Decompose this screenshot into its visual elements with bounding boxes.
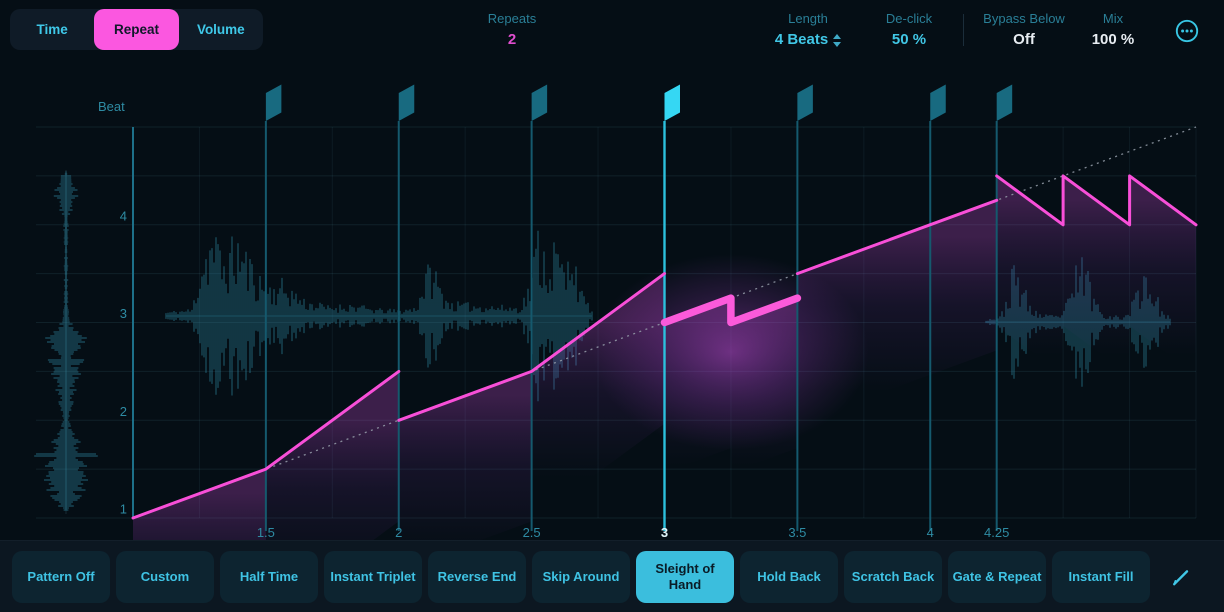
mix-param[interactable]: Mix 100 % <box>1084 10 1142 50</box>
pattern-editor[interactable]: 1.5 2 2.5 3 3.5 4 4.25 4 3 2 1 Beat <box>0 62 1224 540</box>
pattern-button-scratch-back[interactable]: Scratch Back <box>844 551 942 603</box>
bypass-below-value[interactable]: Off <box>1013 31 1035 48</box>
length-label: Length <box>788 11 828 26</box>
repeats-value[interactable]: 2 <box>507 31 517 48</box>
pattern-curve-segment[interactable] <box>995 174 1198 227</box>
selected-segment-glow <box>592 254 869 450</box>
declick-param[interactable]: De-click 50 % <box>864 10 954 50</box>
x-tick-label: 3.5 <box>788 525 806 540</box>
pencil-icon <box>1173 570 1189 586</box>
tab-repeat[interactable]: Repeat <box>94 9 179 50</box>
edit-pattern-button[interactable] <box>1158 551 1204 603</box>
y-tick-label: 3 <box>120 306 127 321</box>
x-tick-label: 1.5 <box>257 525 275 540</box>
audio-waveform <box>34 171 98 511</box>
param-divider <box>963 14 964 46</box>
x-tick-label: 3 <box>661 525 668 540</box>
tab-volume[interactable]: Volume <box>179 9 263 50</box>
curve-fill <box>1063 175 1130 375</box>
beat-axis-label: Beat <box>98 99 125 114</box>
beat-flag[interactable] <box>531 84 548 122</box>
top-bar: Time Repeat Volume Repeats 2 Length 4 Be… <box>0 0 1224 62</box>
mix-label: Mix <box>1102 11 1124 26</box>
audio-waveform <box>165 230 593 402</box>
beat-flag[interactable] <box>996 84 1013 122</box>
curve-fill <box>398 371 532 540</box>
pattern-button-custom[interactable]: Custom <box>116 551 214 603</box>
editor-canvas[interactable]: 1.5 2 2.5 3 3.5 4 4.25 4 3 2 1 Beat <box>0 62 1224 540</box>
pattern-button-instant-triplet[interactable]: Instant Triplet <box>324 551 422 603</box>
tab-time[interactable]: Time <box>10 9 94 50</box>
pattern-button-reverse-end[interactable]: Reverse End <box>428 551 526 603</box>
y-tick-label: 2 <box>120 404 127 419</box>
declick-value[interactable]: 50 % <box>891 31 927 48</box>
length-param[interactable]: Length 4 Beats <box>748 10 868 50</box>
pattern-button-skip-around[interactable]: Skip Around <box>532 551 630 603</box>
pattern-curve-segment-selected[interactable] <box>660 294 802 327</box>
bypass-below-param[interactable]: Bypass Below Off <box>972 10 1076 50</box>
pattern-button-half-time[interactable]: Half Time <box>220 551 318 603</box>
repeats-label: Repeats <box>487 11 537 26</box>
pattern-curve-segment[interactable] <box>795 198 999 276</box>
beat-flag[interactable] <box>797 84 813 122</box>
ellipsis-circle-icon <box>1175 19 1199 43</box>
y-tick-label: 4 <box>120 208 127 223</box>
beat-flag[interactable] <box>930 84 946 122</box>
mix-value[interactable]: 100 % <box>1091 31 1135 48</box>
pattern-button-sleight-of-hand[interactable]: Sleight of Hand <box>636 551 734 603</box>
curve-fill <box>265 371 399 540</box>
pattern-button-pattern-off[interactable]: Pattern Off <box>12 551 110 603</box>
beat-flag-selected[interactable] <box>664 84 681 122</box>
pattern-button-gate-repeat[interactable]: Gate & Repeat <box>948 551 1046 603</box>
pattern-curve-segment[interactable] <box>397 272 666 422</box>
declick-label: De-click <box>885 11 933 26</box>
curve-fill <box>133 469 266 540</box>
pattern-button-instant-fill[interactable]: Instant Fill <box>1052 551 1150 603</box>
x-tick-label: 2 <box>395 525 402 540</box>
bypass-below-label: Bypass Below <box>983 11 1065 26</box>
curve-fill <box>1129 175 1196 375</box>
curve-fill <box>996 175 1064 375</box>
pattern-button-hold-back[interactable]: Hold Back <box>740 551 838 603</box>
x-tick-label: 4 <box>927 525 934 540</box>
length-stepper-icon[interactable] <box>833 33 842 47</box>
x-tick-label: 2.5 <box>523 525 541 540</box>
beat-flag[interactable] <box>265 84 282 122</box>
pattern-bar: Pattern Off Custom Half Time Instant Triple… <box>0 540 1224 612</box>
repeats-param[interactable]: Repeats 2 <box>455 10 569 50</box>
more-options-button[interactable] <box>1172 16 1202 46</box>
y-tick-label: 1 <box>120 502 127 517</box>
pattern-buttons: Pattern Off Custom Half Time Instant Triple… <box>12 551 1150 603</box>
view-tabs: Time Repeat Volume <box>10 9 263 50</box>
length-value[interactable]: 4 Beats <box>774 31 829 48</box>
x-tick-label: 4.25 <box>984 525 1009 540</box>
pattern-curve-segment[interactable] <box>131 369 401 520</box>
beat-flag[interactable] <box>398 84 415 122</box>
